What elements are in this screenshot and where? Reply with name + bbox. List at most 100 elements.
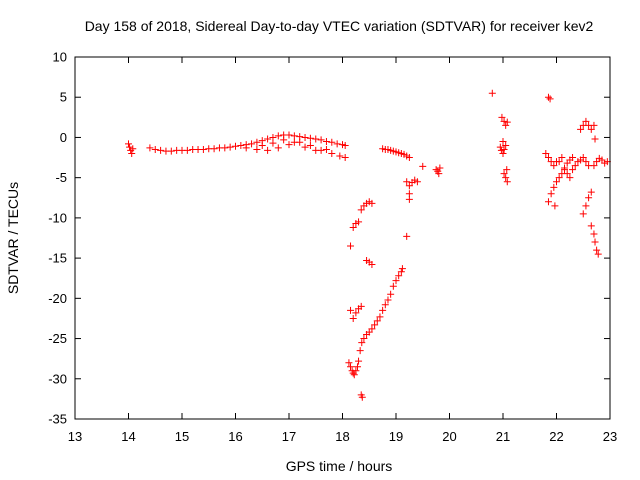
data-point xyxy=(312,135,320,143)
data-point xyxy=(226,143,234,151)
data-point xyxy=(355,218,363,226)
data-point xyxy=(232,142,239,150)
y-axis-label: SDTVAR / TECUs xyxy=(5,182,21,294)
data-point xyxy=(352,367,360,375)
data-point xyxy=(358,339,366,347)
data-point xyxy=(341,141,349,149)
data-point xyxy=(357,206,365,214)
data-point xyxy=(376,313,384,321)
data-point xyxy=(544,154,552,162)
data-point xyxy=(488,89,496,97)
data-point xyxy=(502,174,510,182)
data-point xyxy=(290,132,298,140)
data-point xyxy=(368,261,376,269)
data-point xyxy=(349,224,357,232)
data-point xyxy=(347,306,355,314)
data-point xyxy=(561,166,569,174)
data-point xyxy=(157,146,165,154)
data-point xyxy=(349,314,357,322)
data-point xyxy=(301,133,309,141)
data-point xyxy=(347,242,355,250)
data-point xyxy=(587,125,595,133)
data-point xyxy=(199,146,207,154)
data-point xyxy=(593,246,601,254)
data-point xyxy=(502,121,510,129)
data-point xyxy=(125,140,132,148)
data-point xyxy=(498,113,506,121)
data-point xyxy=(503,166,511,174)
data-point xyxy=(555,174,563,182)
x-tick-label: 18 xyxy=(335,429,349,444)
data-point xyxy=(322,146,330,154)
data-point xyxy=(542,150,550,158)
data-point xyxy=(357,302,365,310)
data-point xyxy=(306,141,314,149)
data-point xyxy=(350,371,358,379)
data-point xyxy=(285,141,293,149)
plot-frame xyxy=(74,56,611,420)
data-point xyxy=(582,117,590,125)
data-point xyxy=(405,154,413,162)
x-tick-label: 21 xyxy=(496,429,510,444)
data-point xyxy=(403,232,411,240)
data-point xyxy=(379,306,387,314)
data-point xyxy=(258,141,266,149)
data-point xyxy=(126,143,134,151)
x-axis-ticks: 13 14 15 16 17 18 19 20 21 22 23 xyxy=(68,57,617,444)
data-point xyxy=(353,363,361,371)
data-point xyxy=(544,198,552,206)
data-point xyxy=(435,170,443,178)
data-point xyxy=(496,143,504,151)
data-point xyxy=(371,321,379,329)
data-point xyxy=(356,347,364,355)
y-tick-label: -5 xyxy=(55,170,67,185)
data-point xyxy=(553,178,560,186)
data-point xyxy=(582,202,590,210)
data-point xyxy=(355,357,363,365)
data-point xyxy=(566,174,574,182)
data-point xyxy=(345,359,353,367)
data-point xyxy=(503,118,511,126)
data-point xyxy=(306,134,314,142)
data-point xyxy=(242,144,250,152)
x-tick-label: 19 xyxy=(389,429,403,444)
data-point xyxy=(221,144,229,152)
x-tick-label: 16 xyxy=(228,429,242,444)
data-point xyxy=(550,183,558,191)
data-point xyxy=(358,393,366,401)
data-point xyxy=(544,93,552,101)
data-point xyxy=(317,136,325,144)
data-point xyxy=(594,250,602,258)
data-point xyxy=(352,309,360,317)
data-point xyxy=(569,166,577,174)
data-point xyxy=(432,166,440,174)
data-point xyxy=(405,195,413,203)
x-tick-label: 14 xyxy=(121,429,135,444)
y-tick-label: -30 xyxy=(48,371,67,386)
data-point xyxy=(398,265,406,273)
data-point xyxy=(387,290,395,298)
data-point xyxy=(413,178,421,186)
y-tick-label: -15 xyxy=(48,251,67,266)
data-point xyxy=(389,282,397,290)
chart-title: Day 158 of 2018, Sidereal Day-to-day VTE… xyxy=(85,18,594,34)
data-point xyxy=(395,272,403,280)
data-point xyxy=(591,238,599,246)
data-point xyxy=(269,139,277,147)
data-point xyxy=(210,145,218,153)
data-point xyxy=(558,154,566,162)
data-point xyxy=(360,335,368,343)
y-tick-label: -35 xyxy=(48,412,67,427)
data-points xyxy=(125,89,611,401)
data-point xyxy=(582,158,590,166)
data-point xyxy=(128,150,136,158)
data-point xyxy=(577,125,585,133)
data-point xyxy=(333,140,341,148)
data-point xyxy=(392,277,400,285)
data-point xyxy=(587,222,595,230)
data-point xyxy=(436,164,444,172)
data-point xyxy=(500,146,508,154)
data-point xyxy=(280,136,288,144)
data-point xyxy=(502,141,510,149)
